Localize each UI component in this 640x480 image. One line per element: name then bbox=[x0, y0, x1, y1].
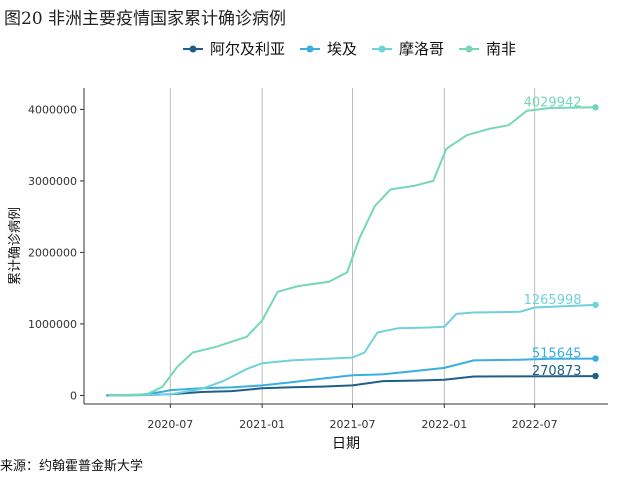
series-end-label-0: 270873 bbox=[532, 364, 582, 379]
legend-item-1: 埃及 bbox=[299, 38, 357, 59]
series-line-1 bbox=[106, 357, 597, 397]
series-end-marker-2 bbox=[592, 301, 599, 309]
x-tick-label: 2022-01 bbox=[421, 418, 467, 431]
y-axis-title: 累计确诊病例 bbox=[8, 207, 23, 285]
legend-label-0: 阿尔及利亚 bbox=[210, 40, 286, 58]
x-axis-title: 日期 bbox=[332, 436, 360, 452]
source-note: 来源：约翰霍普金斯大学 bbox=[0, 459, 144, 474]
legend-label-2: 摩洛哥 bbox=[399, 40, 445, 58]
y-tick-label: 1000000 bbox=[28, 318, 77, 331]
series-end-marker-0 bbox=[592, 372, 599, 380]
legend-key-1 bbox=[300, 45, 321, 52]
series-end-label-2: 1265998 bbox=[524, 293, 582, 308]
legend: 阿尔及利亚 埃及 摩洛哥 南非 bbox=[182, 38, 516, 59]
y-tick-label: 2000000 bbox=[28, 246, 77, 259]
series-line-3 bbox=[110, 106, 597, 397]
legend-key-2 bbox=[372, 45, 393, 52]
series-end-marker-3 bbox=[592, 104, 599, 111]
y-tick-label: 0 bbox=[70, 389, 77, 402]
x-tick-label: 2022-07 bbox=[512, 418, 558, 431]
legend-item-3: 南非 bbox=[458, 38, 516, 59]
x-tick-label: 2020-07 bbox=[147, 418, 193, 431]
legend-item-2: 摩洛哥 bbox=[371, 38, 444, 59]
y-tick-label: 4000000 bbox=[28, 103, 77, 116]
legend-key-0 bbox=[183, 45, 203, 52]
series-end-marker-1 bbox=[592, 355, 599, 362]
x-tick-label: 2021-07 bbox=[330, 418, 376, 431]
series-line-2 bbox=[108, 303, 597, 397]
legend-key-3 bbox=[459, 45, 480, 52]
series-end-label-3: 4029942 bbox=[524, 95, 582, 110]
chart-title: 图20 非洲主要疫情国家累计确诊病例 bbox=[4, 9, 287, 29]
x-tick-label: 2021-01 bbox=[239, 418, 285, 431]
legend-item-0: 阿尔及利亚 bbox=[182, 38, 285, 59]
y-tick-label: 3000000 bbox=[28, 175, 77, 188]
legend-label-1: 埃及 bbox=[327, 40, 358, 58]
series-end-label-1: 515645 bbox=[532, 347, 582, 362]
legend-label-3: 南非 bbox=[486, 40, 517, 58]
